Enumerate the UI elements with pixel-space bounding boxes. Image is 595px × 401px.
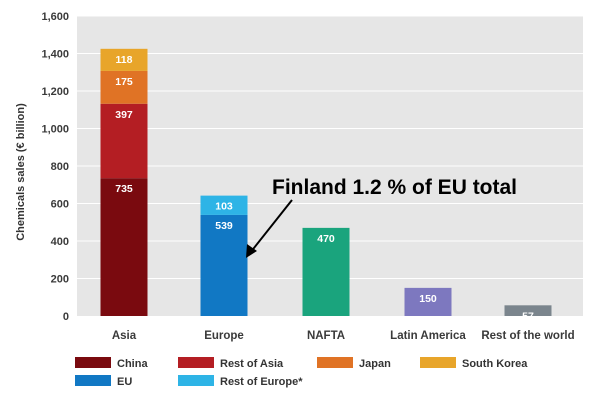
y-tick-label: 600 <box>51 199 69 211</box>
y-tick-label: 1,600 <box>41 11 69 23</box>
y-axis-label: Chemicals sales (€ billion) <box>15 103 27 241</box>
y-tick-label: 1,200 <box>41 86 69 98</box>
legend-swatch-rest-of-asia <box>178 357 214 368</box>
legend-swatch-japan <box>317 357 353 368</box>
bar-rest-of-asia <box>100 103 148 179</box>
x-tick-label: Rest of the world <box>481 330 574 342</box>
data-label-rest-of-europe: 103 <box>215 201 233 213</box>
data-label-rest-of-asia: 397 <box>115 109 133 121</box>
y-axis-ticks: 0 200 400 600 800 1,000 1,200 1,400 1,600 <box>41 11 69 323</box>
data-label-south-korea: 118 <box>116 54 133 66</box>
legend-swatch-eu <box>75 375 111 386</box>
data-label-nafta: 470 <box>317 233 335 245</box>
bar-south-korea <box>100 48 148 71</box>
y-tick-label: 0 <box>63 311 69 323</box>
bar-japan <box>100 70 148 104</box>
legend-label-south-korea: South Korea <box>462 358 528 370</box>
legend-label-china: China <box>117 358 148 370</box>
legend-label-rest-of-asia: Rest of Asia <box>220 358 284 370</box>
data-label-eu: 539 <box>215 220 233 232</box>
bar-eu <box>200 214 248 316</box>
legend-label-japan: Japan <box>359 358 391 370</box>
bars: 735 397 175 118 539 103 470 150 57 <box>100 48 552 322</box>
arrow-head <box>246 244 257 258</box>
bar-nafta <box>302 227 350 316</box>
bar-china <box>100 178 148 316</box>
legend-swatch-china <box>75 357 111 368</box>
data-label-rest-of-the-world: 57 <box>522 310 534 322</box>
x-tick-label: Europe <box>204 330 244 342</box>
data-label-japan: 175 <box>115 76 133 88</box>
y-tick-label: 800 <box>51 161 69 173</box>
y-tick-label: 400 <box>51 236 69 248</box>
arrow-shaft <box>249 199 293 254</box>
x-tick-label: Asia <box>112 330 137 342</box>
category-labels: Asia Europe NAFTA Latin America Rest of the … <box>112 330 575 342</box>
y-tick-label: 1,000 <box>41 124 69 136</box>
legend-label-eu: EU <box>117 376 132 388</box>
legend-swatch-south-korea <box>420 357 456 368</box>
legend-swatch-rest-of-europe <box>178 375 214 386</box>
bar-latin-america <box>404 287 452 316</box>
y-tick-label: 200 <box>51 274 69 286</box>
x-tick-label: Latin America <box>390 330 466 342</box>
data-label-china: 735 <box>115 183 133 195</box>
y-tick-label: 1,400 <box>41 49 69 61</box>
annotation-arrow <box>246 199 293 258</box>
bar-rest-of-the-world <box>504 305 552 316</box>
annotation-text: Finland 1.2 % of EU total <box>272 176 517 199</box>
bar-rest-of-europe <box>200 195 248 215</box>
legend-label-rest-of-europe: Rest of Europe* <box>220 376 303 388</box>
data-label-latin-america: 150 <box>419 293 437 305</box>
legend: China Rest of Asia Japan South Korea EU Rest … <box>75 357 528 388</box>
x-tick-label: NAFTA <box>307 330 345 342</box>
